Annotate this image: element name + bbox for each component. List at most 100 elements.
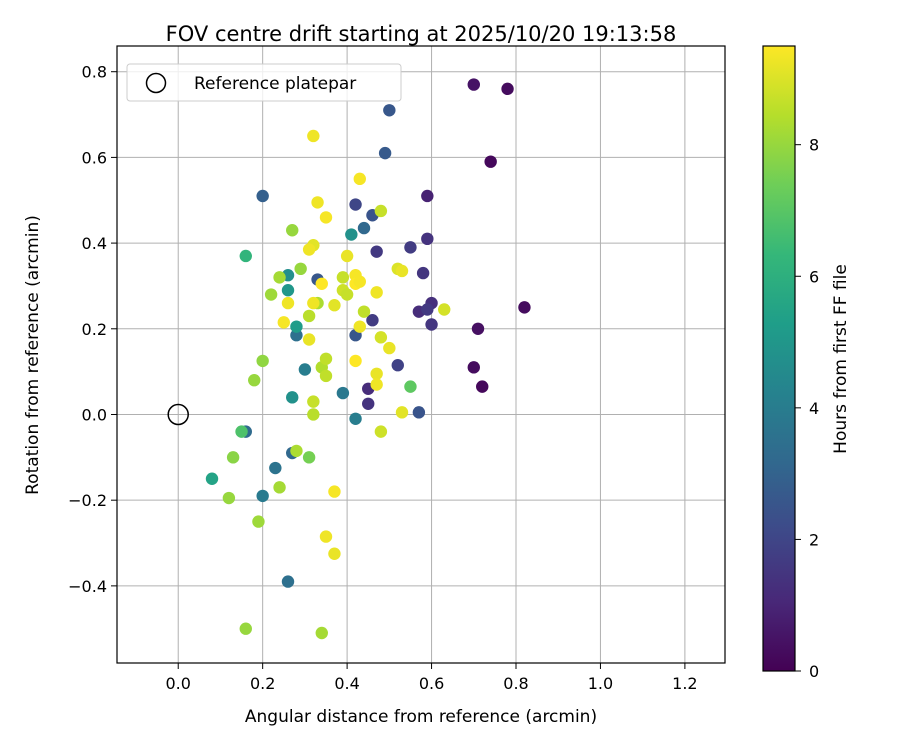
x-tick-label: 1.2 [672, 674, 697, 693]
x-tick-label: 0.2 [250, 674, 275, 693]
y-axis-ticks: −0.4 −0.2 0.0 0.2 0.4 0.6 0.8 [68, 63, 117, 596]
data-point [307, 129, 320, 143]
data-point [349, 354, 362, 368]
data-points [167, 78, 531, 640]
data-point [256, 189, 269, 203]
x-tick-label: 0.0 [165, 674, 190, 693]
data-point [273, 271, 286, 284]
data-point [226, 451, 240, 464]
data-point [421, 232, 434, 246]
data-point [328, 547, 341, 560]
data-point [378, 146, 392, 160]
data-point [416, 266, 430, 280]
data-point [319, 211, 333, 224]
x-axis-ticks: 0.0 0.2 0.4 0.6 0.8 1.0 1.2 [165, 663, 698, 693]
data-point [205, 472, 219, 485]
colorbar-tick-label: 2 [809, 530, 819, 549]
colorbar-frame [762, 45, 796, 672]
data-point [252, 515, 265, 528]
data-point [476, 380, 489, 393]
data-point [277, 316, 290, 329]
y-tick-label: 0.2 [82, 320, 107, 339]
data-point [404, 380, 417, 393]
y-tick-label: −0.2 [68, 491, 107, 510]
data-point [395, 264, 409, 278]
data-point [294, 262, 307, 276]
data-point [391, 359, 404, 372]
data-point [484, 155, 497, 168]
data-point [319, 530, 333, 543]
data-point [438, 303, 451, 316]
data-point [366, 314, 379, 327]
data-point [370, 367, 383, 380]
data-point [353, 320, 366, 333]
data-point [374, 331, 388, 344]
colorbar-ticks: 0 2 4 6 8 [795, 136, 819, 681]
colorbar: 0 2 4 6 8 Hours from first FF file [762, 45, 851, 681]
data-point [340, 249, 354, 263]
data-point [412, 406, 426, 419]
data-point [307, 395, 320, 408]
data-point [421, 303, 434, 316]
data-point [298, 363, 312, 376]
data-point [311, 196, 324, 209]
colorbar-gradient [763, 46, 795, 671]
plot-frame [116, 45, 726, 664]
data-point [302, 451, 316, 464]
data-point [239, 622, 252, 635]
reference-point [167, 403, 189, 426]
colorbar-label: Hours from first FF file [831, 264, 851, 454]
data-point [239, 249, 252, 263]
data-point [328, 299, 341, 312]
colorbar-tick-label: 6 [809, 267, 819, 286]
legend: Reference platepar [126, 63, 402, 102]
data-point [353, 172, 366, 186]
data-point [281, 284, 295, 297]
data-point [467, 78, 480, 91]
x-tick-label: 0.6 [419, 674, 444, 693]
grid [117, 46, 725, 663]
data-point [315, 277, 328, 291]
data-point [319, 352, 333, 365]
data-point [425, 318, 438, 331]
data-point [357, 305, 371, 318]
data-point [302, 243, 316, 256]
data-point [383, 341, 396, 355]
data-point [290, 329, 303, 342]
legend-marker [145, 72, 167, 94]
data-point [248, 374, 261, 387]
data-point [281, 296, 295, 310]
data-point [467, 361, 480, 374]
x-tick-label: 0.8 [503, 674, 528, 693]
data-point [395, 406, 409, 419]
data-point [374, 425, 388, 438]
data-point [222, 491, 236, 505]
data-point [340, 288, 354, 301]
data-point [357, 221, 371, 235]
data-point [302, 309, 316, 323]
data-point [256, 354, 269, 368]
data-point [307, 408, 320, 421]
chart-title: FOV centre drift starting at 2025/10/20 … [166, 22, 677, 46]
data-point [302, 333, 316, 346]
data-point [353, 275, 366, 288]
data-point [374, 204, 388, 218]
data-point [383, 104, 396, 117]
data-point [281, 575, 295, 588]
x-tick-label: 1.0 [588, 674, 613, 693]
colorbar-tick-label: 4 [809, 399, 819, 418]
y-tick-label: −0.4 [68, 577, 107, 596]
data-point [264, 288, 278, 301]
data-point [269, 461, 282, 475]
y-tick-label: 0.8 [82, 63, 107, 82]
data-point [290, 320, 303, 333]
data-point [501, 82, 514, 96]
data-point [290, 444, 303, 458]
data-point [319, 369, 333, 383]
data-point [328, 485, 341, 498]
data-point [362, 397, 375, 410]
legend-box [126, 63, 402, 102]
data-point [471, 322, 485, 335]
data-point [256, 489, 269, 503]
